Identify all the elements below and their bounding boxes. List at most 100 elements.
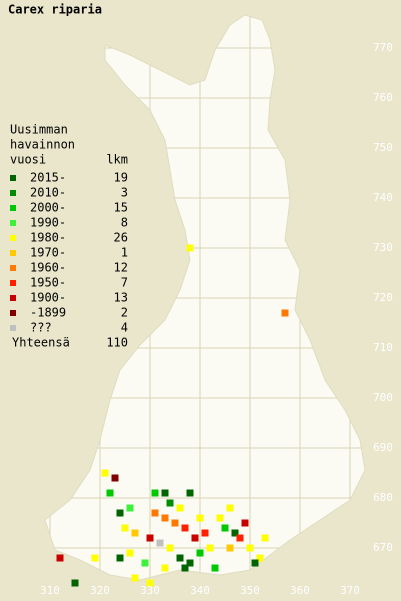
- observation: [166, 499, 174, 507]
- observation: [206, 544, 214, 552]
- observation: [261, 534, 269, 542]
- legend-count: 12: [114, 261, 128, 275]
- observation: [181, 524, 189, 532]
- observation: [211, 564, 219, 572]
- observation: [161, 564, 169, 572]
- observation: [116, 509, 124, 517]
- legend-count-heading: lkm: [106, 153, 128, 167]
- observation: [161, 514, 169, 522]
- legend-heading: Uusimman: [10, 123, 68, 137]
- observation: [166, 544, 174, 552]
- legend-label: 1900-: [30, 291, 66, 305]
- observation: [106, 489, 114, 497]
- legend-swatch: [10, 310, 16, 316]
- legend-label: 1970-: [30, 246, 66, 260]
- observation: [176, 504, 184, 512]
- observation: [226, 544, 234, 552]
- title: Carex riparia: [8, 3, 102, 17]
- legend-swatch: [10, 265, 16, 271]
- observation: [181, 564, 189, 572]
- total-label: Yhteensä: [12, 336, 70, 350]
- y-label: 750: [373, 141, 393, 154]
- y-label: 740: [373, 191, 393, 204]
- observation: [176, 554, 184, 562]
- observation: [186, 244, 194, 252]
- legend-count: 1: [121, 246, 128, 260]
- observation: [146, 534, 154, 542]
- legend-swatch: [10, 295, 16, 301]
- observation: [131, 529, 139, 537]
- legend-count: 4: [121, 321, 128, 335]
- y-label: 770: [373, 41, 393, 54]
- legend-swatch: [10, 175, 16, 181]
- legend-label: 1960-: [30, 261, 66, 275]
- observation: [71, 579, 79, 587]
- observation: [231, 529, 239, 537]
- x-label: 370: [340, 584, 360, 597]
- observation: [251, 559, 259, 567]
- observation: [116, 554, 124, 562]
- legend-label: 2010-: [30, 186, 66, 200]
- observation: [151, 489, 159, 497]
- observations: [56, 244, 289, 587]
- y-label: 670: [373, 541, 393, 554]
- legend-swatch: [10, 280, 16, 286]
- legend-label: 1980-: [30, 231, 66, 245]
- legend-label: ???: [30, 321, 52, 335]
- legend-label: -1899: [30, 306, 66, 320]
- x-label: 310: [40, 584, 60, 597]
- observation: [121, 524, 129, 532]
- observation: [236, 534, 244, 542]
- observation: [161, 489, 169, 497]
- observation: [111, 474, 119, 482]
- observation: [151, 509, 159, 517]
- observation: [246, 544, 254, 552]
- legend-swatch: [10, 190, 16, 196]
- observation: [196, 549, 204, 557]
- legend-label: 1990-: [30, 216, 66, 230]
- observation: [216, 514, 224, 522]
- legend-count: 13: [114, 291, 128, 305]
- observation: [101, 469, 109, 477]
- observation: [131, 574, 139, 582]
- total-count: 110: [106, 336, 128, 350]
- legend-count: 8: [121, 216, 128, 230]
- observation: [191, 534, 199, 542]
- observation: [146, 579, 154, 587]
- y-label: 710: [373, 341, 393, 354]
- observation: [56, 554, 64, 562]
- legend-swatch: [10, 205, 16, 211]
- legend-heading: vuosi: [10, 153, 46, 167]
- observation: [186, 489, 194, 497]
- observation: [186, 559, 194, 567]
- observation: [281, 309, 289, 317]
- legend-swatch: [10, 235, 16, 241]
- legend-swatch: [10, 325, 16, 331]
- legend-count: 15: [114, 201, 128, 215]
- legend-count: 7: [121, 276, 128, 290]
- legend-heading: havainnon: [10, 138, 75, 152]
- observation: [221, 524, 229, 532]
- observation: [141, 559, 149, 567]
- observation: [126, 504, 134, 512]
- observation: [226, 504, 234, 512]
- observation: [196, 514, 204, 522]
- observation: [156, 539, 164, 547]
- observation: [201, 529, 209, 537]
- x-label: 350: [240, 584, 260, 597]
- observation: [126, 549, 134, 557]
- legend-count: 19: [114, 171, 128, 185]
- legend-label: 2000-: [30, 201, 66, 215]
- y-label: 760: [373, 91, 393, 104]
- legend-swatch: [10, 250, 16, 256]
- y-label: 720: [373, 291, 393, 304]
- legend-swatch: [10, 220, 16, 226]
- y-label: 680: [373, 491, 393, 504]
- x-label: 360: [290, 584, 310, 597]
- legend-label: 1950-: [30, 276, 66, 290]
- y-label: 690: [373, 441, 393, 454]
- legend-count: 2: [121, 306, 128, 320]
- observation: [171, 519, 179, 527]
- observation: [91, 554, 99, 562]
